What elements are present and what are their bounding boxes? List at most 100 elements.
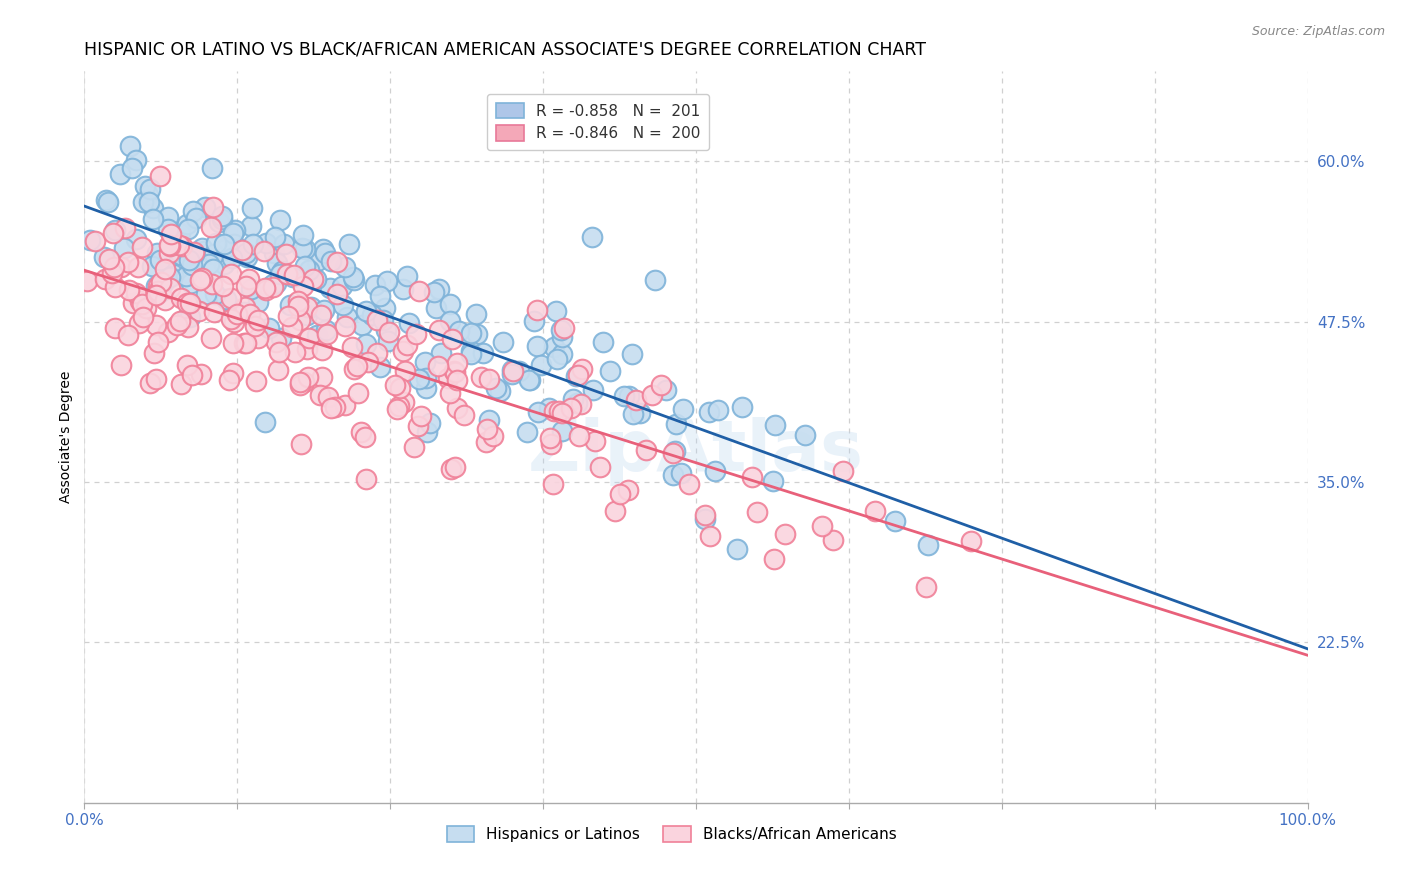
Point [298,331,321,345]
Point [142,201,165,215]
Point [148,279,170,293]
Point [440,462,463,476]
Point [96,193,118,207]
Point [204,235,226,250]
Point [254,235,277,250]
Text: Source: ZipAtlas.com: Source: ZipAtlas.com [1251,25,1385,38]
Point [152,275,174,289]
Point [775,527,797,541]
Point [439,297,461,311]
Point [527,405,550,419]
Point [465,327,488,342]
Point [422,285,444,299]
Point [446,373,468,387]
Point [398,316,420,330]
Point [319,401,342,415]
Point [149,285,172,299]
Point [460,347,482,361]
Point [419,416,441,430]
Point [333,319,356,334]
Point [405,327,427,342]
Point [477,421,499,435]
Point [236,250,259,264]
Point [148,335,170,350]
Point [425,301,447,316]
Point [290,377,312,392]
Point [179,296,201,310]
Point [135,301,157,315]
Point [560,401,582,415]
Point [342,270,364,285]
Point [959,534,981,549]
Point [172,239,194,253]
Point [699,529,721,543]
Point [354,472,377,486]
Point [191,241,214,255]
Point [222,367,245,381]
Y-axis label: Associate's Degree: Associate's Degree [59,371,73,503]
Point [730,400,752,414]
Point [194,200,217,214]
Point [592,334,614,349]
Point [325,255,347,269]
Point [551,424,574,438]
Point [274,246,297,260]
Point [565,369,588,384]
Point [94,272,117,286]
Point [863,504,886,518]
Point [915,580,938,594]
Point [153,293,176,307]
Point [273,237,295,252]
Point [307,253,329,268]
Point [540,431,562,445]
Point [917,538,939,552]
Point [201,161,224,176]
Point [224,223,246,237]
Point [427,323,450,337]
Point [157,250,180,264]
Point [665,417,688,431]
Point [440,332,463,346]
Point [551,347,574,361]
Point [262,277,284,292]
Point [330,279,353,293]
Point [316,390,339,404]
Point [388,399,411,413]
Point [392,395,415,409]
Point [112,241,135,255]
Point [561,392,583,407]
Point [160,227,183,241]
Point [266,334,288,349]
Point [104,223,127,237]
Point [415,381,437,395]
Point [644,273,666,287]
Point [516,425,538,439]
Point [543,404,565,418]
Point [832,464,855,478]
Point [204,286,226,301]
Point [232,305,254,319]
Point [352,318,374,332]
Point [254,284,277,298]
Point [526,303,548,318]
Point [212,237,235,252]
Point [538,401,561,415]
Point [402,440,425,454]
Point [257,320,280,334]
Point [406,419,429,434]
Point [810,519,832,533]
Point [354,336,377,351]
Point [253,244,276,259]
Point [138,182,160,196]
Point [167,237,190,252]
Point [180,276,202,290]
Point [176,296,198,310]
Point [413,355,436,369]
Point [117,328,139,343]
Point [392,343,415,358]
Point [132,194,155,209]
Point [221,251,243,265]
Point [408,372,430,386]
Point [707,402,730,417]
Point [243,319,266,334]
